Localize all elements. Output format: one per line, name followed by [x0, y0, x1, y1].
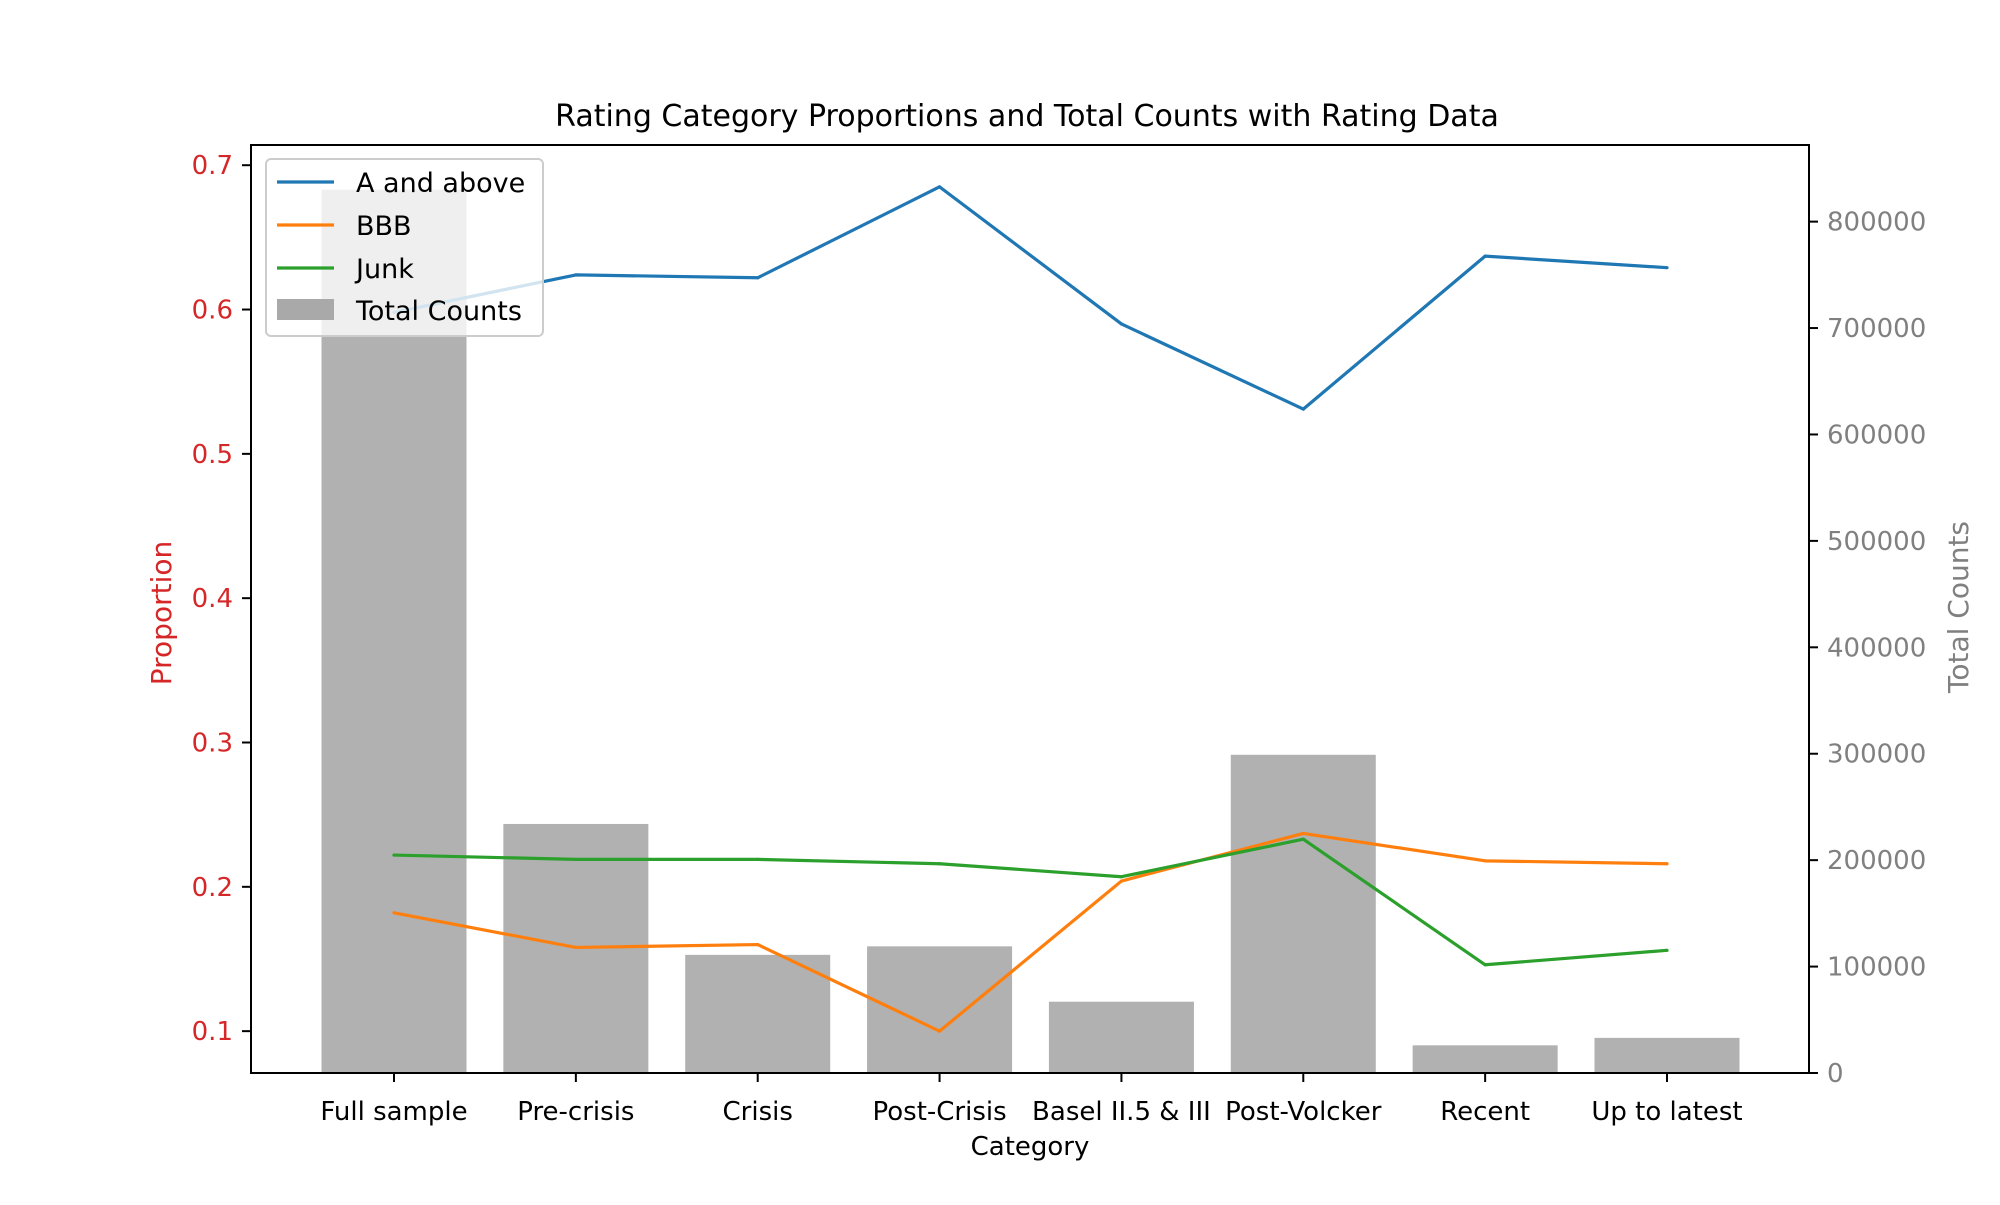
data-point-bbb — [574, 945, 578, 950]
bar-total-counts — [1230, 754, 1376, 1073]
x-tick-label: Recent — [1440, 1097, 1530, 1127]
right-y-tick-label: 200000 — [1827, 846, 1926, 876]
data-point-bbb — [1483, 859, 1487, 863]
data-point-junk — [1483, 963, 1487, 967]
data-point-junk — [574, 857, 578, 862]
plot-frame — [250, 144, 1810, 1074]
x-axis: Full sample Pre-crisis Crisis Post-Crisis Ba… — [320, 1073, 1743, 1127]
data-point-a-and-above — [1301, 407, 1305, 411]
legend: A and above BBB Junk Total Counts — [265, 158, 544, 337]
data-point-a-and-above — [756, 276, 760, 280]
bar-total-counts — [1048, 1001, 1194, 1073]
legend-label-total-counts: Total Counts — [355, 296, 522, 327]
data-point-a-and-above — [574, 273, 578, 277]
data-point-a-and-above — [937, 185, 942, 189]
bar-total-counts — [685, 954, 831, 1073]
legend-swatch-total-counts — [277, 299, 334, 320]
right-y-tick-label: 700000 — [1827, 314, 1926, 344]
right-y-tick-label: 800000 — [1827, 208, 1926, 238]
data-point-bbb — [1665, 862, 1669, 866]
series-junk — [392, 837, 1669, 967]
right-y-tick-label: 400000 — [1827, 633, 1926, 663]
series-line-bbb — [393, 831, 1668, 1033]
right-y-tick-label: 100000 — [1827, 953, 1926, 983]
left-y-tick-label: 0.1 — [192, 1017, 233, 1047]
data-point-a-and-above — [1665, 266, 1669, 270]
bar-total-counts — [1412, 1045, 1558, 1073]
right-y-tick-label: 300000 — [1827, 740, 1926, 770]
series-a-and-above — [392, 185, 1669, 411]
data-point-junk — [1665, 948, 1669, 952]
data-point-bbb — [1119, 879, 1124, 883]
left-y-tick-label: 0.3 — [192, 728, 233, 758]
bar-total-counts — [867, 946, 1013, 1073]
bar-total-counts — [1594, 1037, 1740, 1073]
legend-label-a-and-above: A and above — [356, 168, 525, 199]
left-y-tick-label: 0.6 — [192, 296, 233, 326]
x-tick-label: Basel II.5 & III — [1032, 1097, 1211, 1127]
left-y-tick-label: 0.7 — [192, 151, 233, 181]
series-bbb — [392, 831, 1669, 1033]
right-y-tick-label: 500000 — [1827, 527, 1926, 557]
legend-label-junk: Junk — [354, 254, 414, 285]
right-y-tick-label: 0 — [1827, 1059, 1844, 1089]
x-tick-label: Post-Volcker — [1225, 1097, 1382, 1127]
x-tick-label: Crisis — [723, 1097, 793, 1127]
right-y-axis: 0 100000 200000 300000 400000 500000 600000 700… — [1809, 208, 1926, 1089]
lines-layer — [392, 185, 1669, 1033]
left-y-axis: 0.1 0.2 0.3 0.4 0.5 0.6 0.7 — [192, 151, 251, 1047]
x-tick-label: Pre-crisis — [517, 1097, 634, 1127]
x-tick-label: Full sample — [320, 1097, 467, 1127]
data-point-junk — [1119, 875, 1124, 879]
data-point-junk — [937, 862, 942, 866]
left-y-tick-label: 0.5 — [192, 440, 233, 470]
series-line-a-and-above — [393, 185, 1668, 411]
data-point-bbb — [392, 911, 396, 915]
legend-box — [265, 158, 544, 337]
left-y-tick-label: 0.2 — [192, 873, 233, 903]
data-point-a-and-above — [1483, 254, 1487, 258]
legend-label-bbb: BBB — [356, 211, 412, 242]
x-axis-label: Category — [971, 1132, 1090, 1162]
x-tick-label: Up to latest — [1591, 1097, 1742, 1127]
left-y-tick-label: 0.4 — [192, 584, 233, 614]
right-y-tick-label: 600000 — [1827, 420, 1926, 450]
data-point-bbb — [1301, 831, 1305, 836]
data-point-junk — [756, 857, 760, 862]
chart-title: Rating Category Proportions and Total Co… — [555, 99, 1499, 134]
data-point-junk — [392, 853, 396, 857]
data-point-a-and-above — [1119, 322, 1124, 326]
x-tick-label: Post-Crisis — [872, 1097, 1006, 1127]
data-point-bbb — [756, 942, 760, 947]
data-point-bbb — [937, 1029, 942, 1033]
right-y-axis-label: Total Counts — [1942, 521, 1975, 694]
data-point-junk — [1301, 837, 1305, 841]
series-line-junk — [393, 837, 1668, 967]
left-y-axis-label: Proportion — [145, 541, 178, 685]
